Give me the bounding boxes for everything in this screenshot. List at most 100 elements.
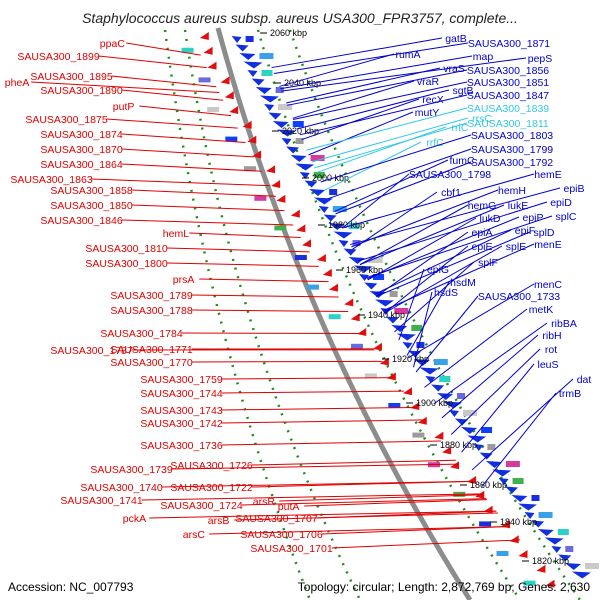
- reverse-gene-arrow[interactable]: [437, 393, 454, 400]
- gene-feature-block[interactable]: [259, 53, 274, 59]
- right-gene-label[interactable]: SAUSA300_1799: [471, 144, 553, 156]
- right-gene-label[interactable]: rot: [545, 344, 557, 356]
- right-gene-label[interactable]: map: [473, 51, 494, 63]
- reverse-gene-arrow[interactable]: [290, 155, 307, 162]
- forward-gene-marker[interactable]: [224, 91, 234, 100]
- forward-gene-marker[interactable]: [344, 298, 354, 307]
- reverse-gene-arrow[interactable]: [431, 384, 445, 392]
- gene-feature-block[interactable]: [457, 393, 466, 399]
- gene-feature-block[interactable]: [505, 461, 520, 467]
- reverse-gene-arrow[interactable]: [359, 274, 370, 281]
- left-gene-label[interactable]: hemL: [163, 228, 189, 240]
- reverse-gene-arrow[interactable]: [461, 427, 478, 434]
- right-gene-label[interactable]: dat: [577, 374, 592, 386]
- forward-gene-marker[interactable]: [207, 61, 217, 70]
- forward-gene-marker[interactable]: [545, 579, 555, 588]
- right-gene-label[interactable]: epiA: [471, 227, 492, 239]
- reverse-gene-arrow[interactable]: [318, 206, 329, 213]
- reverse-gene-arrow[interactable]: [255, 87, 272, 94]
- right-gene-label[interactable]: menC: [534, 279, 562, 291]
- forward-gene-marker[interactable]: [220, 76, 230, 85]
- gene-feature-block[interactable]: [350, 343, 363, 349]
- forward-gene-marker[interactable]: [266, 165, 276, 174]
- reverse-gene-arrow[interactable]: [473, 444, 484, 451]
- left-gene-label[interactable]: SAUSA300_1870: [40, 144, 122, 156]
- gene-feature-block[interactable]: [479, 521, 492, 527]
- right-gene-label[interactable]: SAUSA300_1847: [467, 90, 549, 102]
- right-gene-label[interactable]: hemG: [468, 200, 497, 212]
- right-gene-label[interactable]: splC: [555, 211, 576, 223]
- left-gene-label[interactable]: SAUSA300_1874: [40, 129, 122, 141]
- left-gene-label[interactable]: SAUSA300_1739: [90, 464, 172, 476]
- left-gene-label[interactable]: SAUSA300_1742: [140, 418, 222, 430]
- gene-feature-block[interactable]: [181, 47, 194, 53]
- gene-feature-block[interactable]: [254, 195, 267, 201]
- reverse-gene-arrow[interactable]: [531, 520, 545, 528]
- forward-gene-marker[interactable]: [247, 135, 257, 144]
- left-gene-label[interactable]: SAUSA300_1863: [10, 174, 92, 186]
- forward-gene-marker[interactable]: [357, 328, 367, 336]
- gene-feature-block[interactable]: [433, 359, 448, 365]
- gene-feature-block[interactable]: [313, 172, 325, 178]
- forward-gene-marker[interactable]: [328, 283, 338, 292]
- reverse-gene-arrow[interactable]: [498, 478, 509, 485]
- forward-gene-marker[interactable]: [372, 342, 382, 351]
- left-gene-label[interactable]: SAUSA300_1899: [17, 51, 99, 63]
- reverse-gene-arrow[interactable]: [313, 197, 333, 205]
- reverse-gene-arrow[interactable]: [454, 418, 468, 426]
- forward-gene-marker[interactable]: [350, 313, 360, 322]
- gene-feature-block[interactable]: [275, 87, 284, 93]
- reverse-gene-arrow[interactable]: [524, 512, 535, 519]
- forward-gene-marker[interactable]: [417, 416, 427, 425]
- right-gene-label[interactable]: vraS: [443, 63, 465, 75]
- reverse-gene-arrow[interactable]: [353, 265, 373, 273]
- forward-gene-marker[interactable]: [483, 505, 493, 514]
- gene-feature-block[interactable]: [538, 512, 553, 518]
- right-gene-label[interactable]: SAUSA300_1803: [471, 130, 553, 142]
- left-gene-label[interactable]: SAUSA300_1846: [40, 215, 122, 227]
- gene-feature-block[interactable]: [388, 403, 401, 408]
- left-gene-label[interactable]: SAUSA300_1741: [60, 495, 142, 507]
- left-gene-label[interactable]: SAUSA300_1736: [140, 440, 222, 452]
- forward-gene-marker[interactable]: [296, 224, 306, 233]
- reverse-gene-arrow[interactable]: [537, 529, 554, 536]
- right-gene-label[interactable]: epiG: [427, 264, 449, 276]
- right-gene-label[interactable]: rumA: [395, 49, 420, 61]
- gene-feature-block[interactable]: [294, 255, 307, 260]
- reverse-gene-arrow[interactable]: [231, 36, 242, 43]
- left-gene-label[interactable]: arsR: [253, 496, 276, 508]
- reverse-gene-arrow[interactable]: [402, 342, 413, 349]
- right-gene-label[interactable]: SAUSA300_1856: [467, 65, 549, 77]
- forward-gene-marker[interactable]: [316, 254, 326, 262]
- left-gene-label[interactable]: SAUSA300_1743: [140, 405, 222, 417]
- forward-gene-marker[interactable]: [252, 150, 262, 159]
- left-gene-label[interactable]: SAUSA300_1890: [40, 85, 122, 97]
- left-gene-label[interactable]: arsC: [183, 529, 206, 541]
- right-gene-label[interactable]: epiB: [563, 183, 584, 195]
- left-gene-label[interactable]: SAUSA300_1800: [85, 258, 167, 270]
- reverse-gene-arrow[interactable]: [396, 333, 416, 341]
- reverse-gene-arrow[interactable]: [467, 435, 487, 443]
- left-gene-label[interactable]: SAUSA300_1726: [170, 460, 252, 472]
- right-gene-label[interactable]: rrsC: [472, 113, 492, 125]
- gene-feature-block[interactable]: [306, 284, 319, 290]
- forward-gene-marker[interactable]: [322, 268, 332, 277]
- left-gene-label[interactable]: SAUSA300_1740: [80, 482, 162, 494]
- forward-gene-marker[interactable]: [434, 431, 444, 440]
- gene-feature-block[interactable]: [411, 325, 423, 331]
- right-gene-label[interactable]: fumC: [449, 155, 475, 167]
- forward-gene-marker[interactable]: [302, 239, 312, 248]
- forward-gene-marker[interactable]: [276, 194, 286, 203]
- right-gene-label[interactable]: metK: [529, 304, 554, 316]
- right-gene-label[interactable]: rrlC: [452, 122, 469, 134]
- gene-feature-block[interactable]: [481, 427, 493, 433]
- gene-feature-block[interactable]: [439, 376, 451, 382]
- right-gene-label[interactable]: trmB: [559, 388, 581, 400]
- reverse-gene-arrow[interactable]: [309, 189, 326, 196]
- left-gene-label[interactable]: SAUSA300_1724: [160, 500, 242, 512]
- forward-gene-marker[interactable]: [518, 550, 528, 558]
- right-gene-label[interactable]: leuS: [537, 359, 558, 371]
- left-gene-label[interactable]: SAUSA300_1788: [110, 305, 192, 317]
- reverse-gene-arrow[interactable]: [259, 95, 279, 103]
- reverse-gene-arrow[interactable]: [391, 325, 408, 332]
